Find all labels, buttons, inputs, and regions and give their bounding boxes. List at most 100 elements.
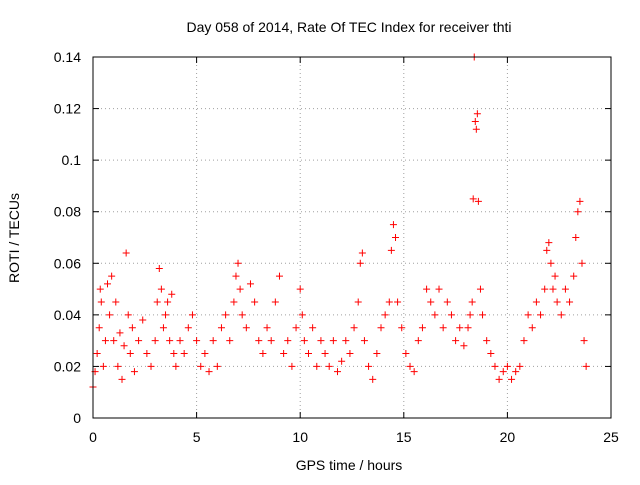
data-point <box>116 329 124 337</box>
data-point <box>112 298 120 306</box>
data-point <box>128 324 136 332</box>
data-point <box>246 280 254 288</box>
data-point <box>304 350 312 358</box>
data-point <box>358 249 366 257</box>
x-tick-labels: 0 5 10 15 20 25 <box>89 429 619 445</box>
data-point <box>209 337 217 345</box>
data-point <box>528 324 536 332</box>
data-point <box>369 375 377 383</box>
data-point <box>106 311 114 319</box>
data-point <box>213 362 221 370</box>
data-point <box>468 298 476 306</box>
data-point <box>553 298 561 306</box>
data-point <box>242 324 250 332</box>
data-point <box>110 337 118 345</box>
y-tick-label: 0.06 <box>54 255 81 271</box>
data-point <box>377 324 385 332</box>
data-point <box>516 362 524 370</box>
data-point <box>387 246 395 254</box>
data-point <box>159 324 167 332</box>
data-point <box>292 324 300 332</box>
data-point <box>118 375 126 383</box>
data-point <box>238 311 246 319</box>
data-point <box>427 298 435 306</box>
y-axis-label: ROTI / TECUs <box>6 193 22 283</box>
data-point <box>431 311 439 319</box>
data-point <box>549 285 557 293</box>
data-point <box>414 337 422 345</box>
data-point <box>576 197 584 205</box>
data-point <box>557 311 565 319</box>
data-point <box>259 350 267 358</box>
data-point <box>95 324 103 332</box>
data-point <box>406 362 414 370</box>
y-tick-label: 0.14 <box>54 49 81 65</box>
data-point <box>487 350 495 358</box>
data-point <box>354 298 362 306</box>
data-point <box>197 362 205 370</box>
data-point <box>365 362 373 370</box>
data-point <box>541 285 549 293</box>
data-point <box>503 362 511 370</box>
data-point <box>499 368 507 376</box>
data-point <box>574 208 582 216</box>
data-point <box>508 375 516 383</box>
data-point <box>162 311 170 319</box>
data-point <box>476 285 484 293</box>
data-point <box>346 350 354 358</box>
data-point <box>572 234 580 241</box>
data-point <box>201 350 209 358</box>
data-point <box>479 311 487 319</box>
data-point <box>321 350 329 358</box>
data-point <box>338 357 346 365</box>
data-point <box>356 259 364 267</box>
x-tick-label: 0 <box>89 429 97 445</box>
data-point <box>124 311 132 319</box>
data-point <box>122 249 130 257</box>
data-point <box>512 368 520 376</box>
data-point <box>108 272 116 280</box>
data-point <box>263 324 271 332</box>
plot-frame <box>92 56 612 419</box>
data-point <box>139 316 147 324</box>
data-point <box>545 239 553 247</box>
data-point <box>443 298 451 306</box>
data-point <box>126 350 134 358</box>
data-point <box>164 298 172 306</box>
data-point <box>275 272 283 280</box>
data-point <box>547 259 555 267</box>
data-point <box>170 350 178 358</box>
data-point <box>580 337 588 345</box>
x-tick-label: 20 <box>500 429 516 445</box>
data-point <box>120 342 128 350</box>
data-points <box>89 53 590 391</box>
data-point <box>464 324 472 332</box>
axis-ticks <box>92 56 612 419</box>
data-point <box>532 298 540 306</box>
data-point <box>474 197 482 205</box>
data-point <box>333 368 341 376</box>
data-point <box>104 280 112 288</box>
data-point <box>466 311 474 319</box>
data-point <box>193 337 201 345</box>
data-point <box>93 350 101 358</box>
data-point <box>151 337 159 345</box>
y-tick-labels: 0 0.02 0.04 0.06 0.08 0.1 0.12 0.14 <box>54 49 81 426</box>
data-point <box>205 368 213 376</box>
data-point <box>313 362 321 370</box>
data-point <box>566 298 574 306</box>
data-point <box>234 259 242 267</box>
x-tick-label: 15 <box>396 429 412 445</box>
data-point <box>439 324 447 332</box>
data-point <box>342 337 350 345</box>
data-point <box>96 285 104 293</box>
data-point <box>491 362 499 370</box>
data-point <box>469 195 477 203</box>
data-point <box>155 264 163 272</box>
data-point <box>172 362 180 370</box>
data-point <box>188 311 196 319</box>
data-point <box>300 337 308 345</box>
data-point <box>236 285 244 293</box>
data-point <box>381 311 389 319</box>
